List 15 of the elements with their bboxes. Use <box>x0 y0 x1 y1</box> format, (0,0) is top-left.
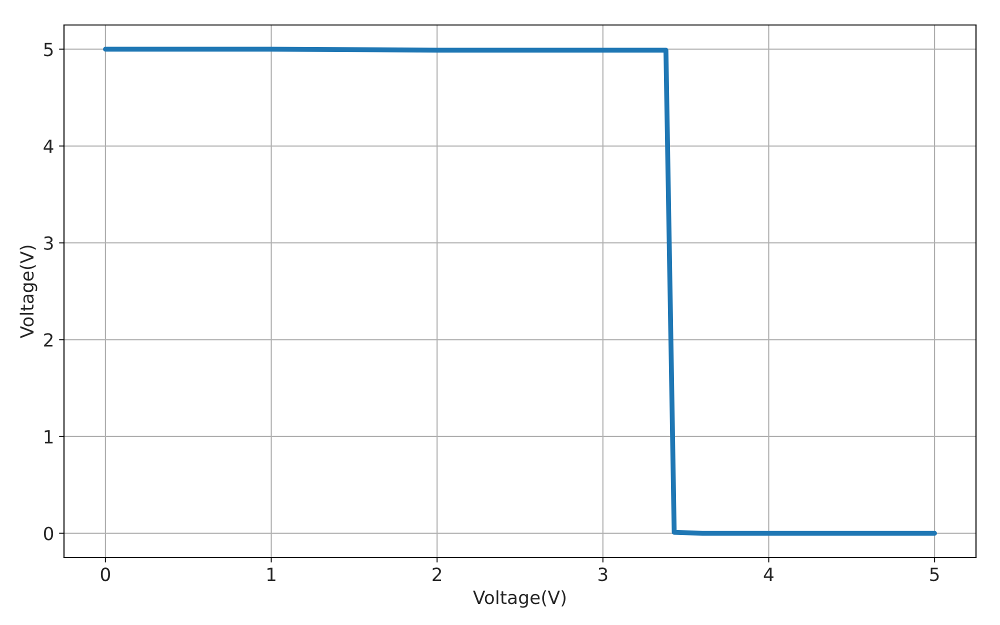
y-tick-label: 1 <box>44 430 53 444</box>
y-axis-title: Voltage(V) <box>20 246 38 338</box>
x-tick-label: 5 <box>930 568 939 582</box>
x-tick-label: 2 <box>432 568 442 581</box>
y-tick-label: 4 <box>44 140 54 153</box>
line-series <box>103 46 937 536</box>
y-tick-label: 0 <box>44 526 54 540</box>
y-tick-label: 3 <box>44 236 53 250</box>
x-tick-label: 1 <box>268 568 276 581</box>
x-tick-label: 3 <box>598 568 608 582</box>
x-tick-label: 0 <box>100 568 110 582</box>
y-tick-label: 2 <box>44 333 52 347</box>
y-tick-label: 5 <box>44 42 53 56</box>
x-tick-label: 4 <box>764 568 774 581</box>
x-axis-title: Voltage(V) <box>473 590 566 608</box>
